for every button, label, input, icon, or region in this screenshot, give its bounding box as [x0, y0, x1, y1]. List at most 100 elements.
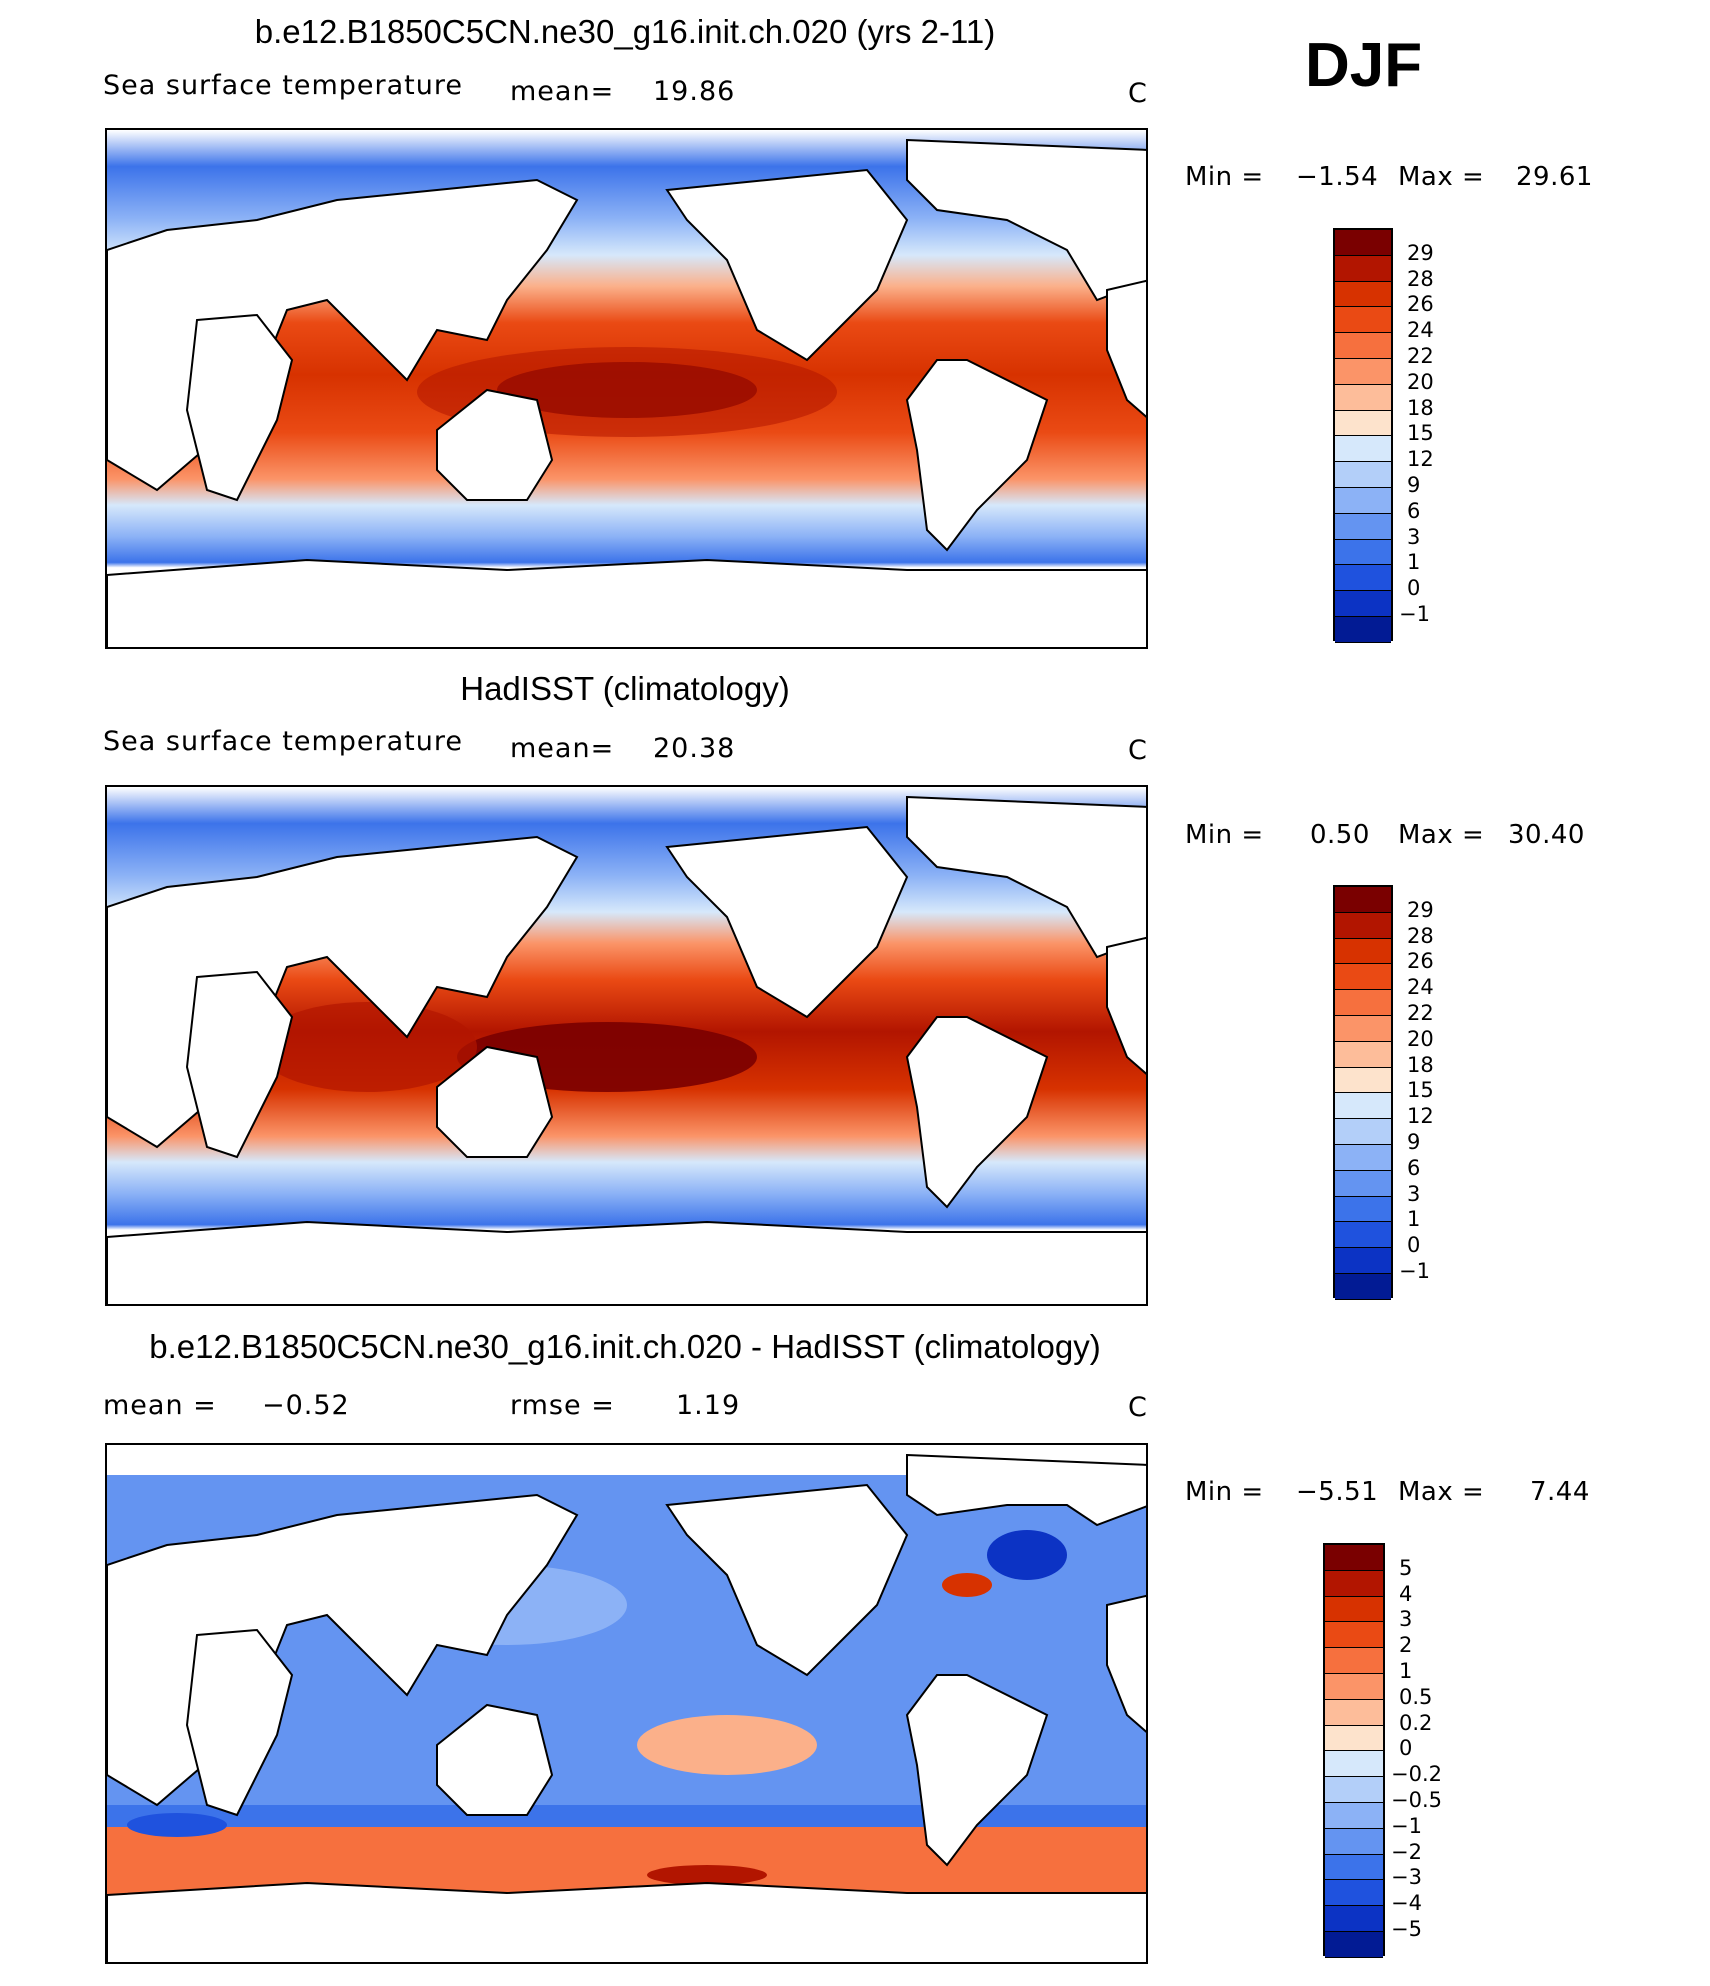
colorbar-segment [1325, 1545, 1383, 1571]
colorbar-label: 9 [1407, 473, 1421, 497]
colorbar-label: 3 [1407, 524, 1421, 549]
colorbar-segment [1325, 1648, 1383, 1674]
colorbar-segment [1335, 1248, 1391, 1274]
colorbar-label: −3 [1391, 1865, 1422, 1890]
colorbar-label: 0 [1407, 576, 1421, 601]
colorbar-segment [1335, 384, 1391, 411]
colorbar-label: 24 [1407, 318, 1434, 343]
colorbar-segment [1335, 539, 1391, 566]
colorbar-segment [1325, 1777, 1383, 1803]
colorbar-label: 0.5 [1399, 1684, 1433, 1709]
colorbar-segment [1335, 887, 1391, 913]
colorbar-segment [1335, 1119, 1391, 1145]
panel-3-units: C [1128, 1392, 1148, 1423]
colorbar-segment [1335, 436, 1391, 463]
colorbar-segment [1335, 1016, 1391, 1042]
colorbar-label: 26 [1407, 949, 1434, 974]
colorbar-segment [1325, 1699, 1383, 1726]
colorbar-label: 26 [1407, 292, 1434, 317]
colorbar-segment [1335, 1041, 1391, 1068]
colorbar-segment [1335, 591, 1391, 617]
colorbar-label: −1 [1399, 1259, 1430, 1283]
colorbar-label: 24 [1407, 975, 1434, 1000]
panel-2-variable-label: Sea surface temperature [103, 726, 463, 757]
colorbar-segment [1325, 1725, 1383, 1752]
colorbar-segment [1335, 513, 1391, 540]
panel-1-map-field [107, 130, 1146, 647]
colorbar-label: −4 [1391, 1891, 1422, 1916]
colorbar-segment [1325, 1622, 1383, 1649]
colorbar-label: 28 [1407, 923, 1434, 948]
colorbar-box [1333, 228, 1393, 643]
panel-3-min-value: −5.51 [1296, 1477, 1379, 1507]
colorbar-segment [1335, 410, 1391, 437]
colorbar-segment [1335, 565, 1391, 592]
panel-3-map [105, 1443, 1148, 1964]
colorbar-label: 20 [1407, 369, 1434, 394]
colorbar-segment [1325, 1932, 1383, 1958]
panel-2-title: HadISST (climatology) [460, 670, 790, 707]
colorbar-label: 15 [1407, 1078, 1434, 1103]
colorbar-segment [1335, 1093, 1391, 1120]
panel-1-title: b.e12.B1850C5CN.ne30_g16.init.ch.020 (yr… [254, 13, 996, 50]
panel-2-units: C [1128, 735, 1148, 766]
colorbar-segment [1325, 1803, 1383, 1829]
colorbar-segment [1335, 281, 1391, 308]
panel-1-map [105, 128, 1148, 649]
colorbar-label: 22 [1407, 344, 1434, 368]
panel-1-units: C [1128, 78, 1148, 109]
panel-3-rmse-value: 1.19 [676, 1390, 741, 1421]
colorbar-label: −1 [1399, 602, 1430, 626]
panel-2-max-label: Max = [1398, 820, 1485, 850]
colorbar-box [1323, 1543, 1385, 1958]
panel-1-max-label: Max = [1398, 162, 1485, 192]
panel-2-min-label: Min = [1185, 820, 1264, 850]
colorbar-segment [1335, 307, 1391, 334]
panel-1-min-label: Min = [1185, 162, 1264, 192]
panel-1-max-value: 29.61 [1516, 162, 1593, 192]
panel-3-mean-label: mean = [103, 1390, 217, 1421]
panel-2-map-field [107, 787, 1146, 1304]
colorbar-label: 18 [1407, 395, 1434, 420]
colorbar-segment [1335, 1145, 1391, 1171]
panel-2-mean-label: mean= [510, 733, 615, 764]
colorbar-label: −2 [1391, 1839, 1422, 1864]
panel-1-mean-value: 19.86 [653, 76, 736, 107]
panel-2-map [105, 785, 1148, 1306]
colorbar-label: 2 [1399, 1633, 1413, 1658]
colorbar-label: 29 [1407, 897, 1434, 922]
colorbar-segment [1335, 230, 1391, 256]
colorbar-segment [1325, 1674, 1383, 1700]
colorbar-label: 5 [1399, 1555, 1413, 1580]
panel-1-variable-label: Sea surface temperature [103, 70, 463, 101]
colorbar-label: 6 [1407, 498, 1421, 523]
panel-3-max-value: 7.44 [1530, 1477, 1590, 1507]
colorbar-segment [1335, 938, 1391, 965]
colorbar-segment [1325, 1880, 1383, 1907]
colorbar-label: 18 [1407, 1052, 1434, 1077]
panel-3-title: b.e12.B1850C5CN.ne30_g16.init.ch.020 - H… [149, 1328, 1101, 1365]
colorbar-segment [1335, 1196, 1391, 1223]
colorbar-segment [1335, 1067, 1391, 1094]
colorbar-label: 1 [1407, 1207, 1421, 1232]
panel-2-mean-value: 20.38 [653, 733, 736, 764]
colorbar-segment [1335, 359, 1391, 385]
colorbar-segment [1325, 1751, 1383, 1778]
colorbar-segment [1335, 1274, 1391, 1300]
panel-3-mean-value: −0.52 [262, 1390, 350, 1421]
panel-2-max-value: 30.40 [1508, 820, 1585, 850]
colorbar-label: −5 [1391, 1917, 1422, 1941]
colorbar-label: −0.2 [1391, 1762, 1442, 1787]
colorbar-label: 6 [1407, 1155, 1421, 1180]
colorbar-label: 12 [1407, 1104, 1434, 1129]
colorbar-segment [1325, 1570, 1383, 1597]
colorbar-segment [1335, 488, 1391, 514]
season-label: DJF [1305, 31, 1423, 100]
colorbar-segment [1325, 1906, 1383, 1932]
colorbar-segment [1335, 617, 1391, 643]
colorbar-label: 29 [1407, 240, 1434, 265]
panel-3-min-label: Min = [1185, 1477, 1264, 1507]
colorbar-label: 0 [1399, 1736, 1413, 1761]
colorbar-label: 0 [1407, 1233, 1421, 1258]
colorbar-label: 0.2 [1399, 1710, 1433, 1735]
